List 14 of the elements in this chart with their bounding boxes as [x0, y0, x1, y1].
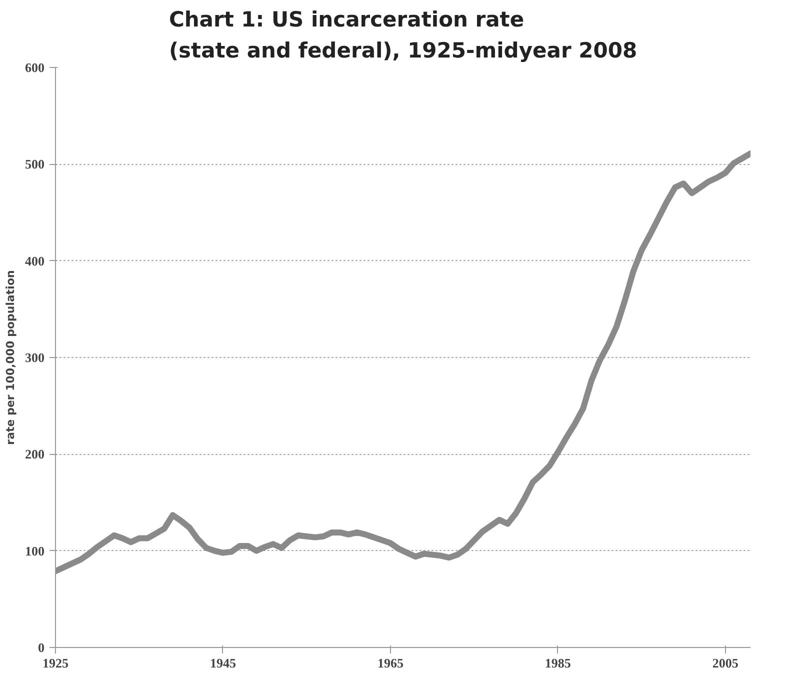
y-tick-label: 400	[25, 253, 44, 268]
chart-title: Chart 1: US incarceration rate (state and federal), 1925-midyear 2008	[168, 7, 638, 62]
y-axis-title: rate per 100,000 population	[4, 270, 17, 445]
y-tick-label: 500	[25, 156, 44, 172]
y-tick-label: 100	[25, 543, 44, 558]
x-tick-label: 2005	[712, 656, 739, 670]
y-tick-label: 300	[25, 350, 44, 365]
x-tick-label: 1965	[377, 656, 404, 670]
x-tick-label: 1985	[544, 656, 572, 670]
y-tick-label: 600	[25, 60, 44, 75]
x-tick-label: 1945	[210, 656, 236, 670]
x-tick-label: 1925	[42, 656, 69, 670]
y-tick-label: 200	[25, 446, 44, 462]
y-tick-label: 0	[38, 640, 44, 655]
